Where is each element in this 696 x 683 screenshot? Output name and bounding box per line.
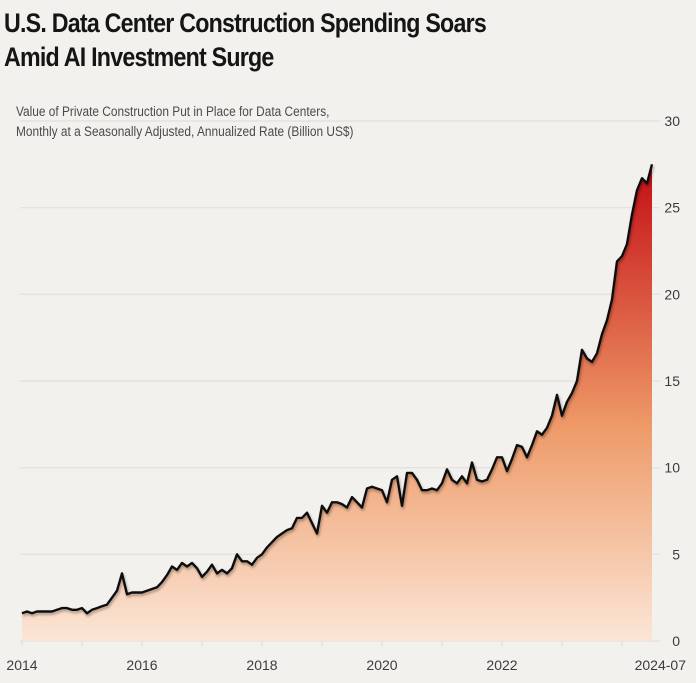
- y-tick-label-30: 30: [664, 113, 680, 129]
- area-fill: [22, 164, 652, 642]
- x-tick-label-2024-07: 2024-07: [635, 657, 687, 673]
- x-tick-label-2018: 2018: [246, 657, 277, 673]
- x-axis-tick-marks: [21, 641, 623, 646]
- title-line-2: Amid AI Investment Surge: [4, 42, 274, 72]
- y-tick-label-10: 10: [664, 460, 680, 476]
- y-tick-label-0: 0: [672, 633, 680, 649]
- x-tick-label-2020: 2020: [366, 657, 397, 673]
- y-tick-label-25: 25: [664, 200, 680, 216]
- x-tick-label-2022: 2022: [486, 657, 517, 673]
- x-tick-label-2016: 2016: [126, 657, 157, 673]
- y-tick-label-20: 20: [664, 286, 680, 302]
- chart-title: U.S. Data Center Construction Spending S…: [4, 6, 487, 74]
- y-tick-label-5: 5: [672, 546, 680, 562]
- x-tick-label-2014: 2014: [6, 657, 37, 673]
- subtitle-line-1: Value of Private Construction Put in Pla…: [16, 104, 330, 119]
- series-line: [21, 163, 654, 615]
- x-axis-labels: 2014 2016 2018 2020 2022 2024-07: [6, 657, 686, 673]
- chart-subtitle: Value of Private Construction Put in Pla…: [16, 102, 353, 142]
- title-line-1: U.S. Data Center Construction Spending S…: [4, 8, 487, 38]
- subtitle-line-2: Monthly at a Seasonally Adjusted, Annual…: [16, 124, 354, 139]
- y-axis-labels: 0 5 10 15 20 25 30: [664, 113, 680, 649]
- y-tick-label-15: 15: [664, 373, 680, 389]
